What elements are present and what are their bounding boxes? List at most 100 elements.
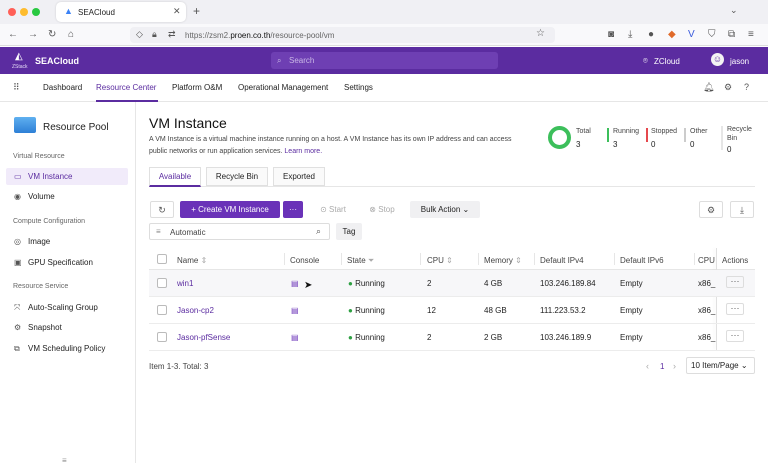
reload-icon[interactable]: ↻ <box>48 29 57 40</box>
vm-name-link[interactable]: Jason-cp2 <box>177 306 214 315</box>
col-console: Console <box>290 256 320 265</box>
table-row[interactable]: Jason-pfSense ▤ ● Running 2 2 GB 103.246… <box>149 324 755 351</box>
lock-icon: 🔒︎ <box>152 29 157 39</box>
state-label: Running <box>355 279 385 288</box>
bulk-action-dropdown[interactable]: Bulk Action ⌄ <box>410 201 480 218</box>
column-divider <box>694 253 695 265</box>
vm-memory: 2 GB <box>484 333 503 342</box>
extension-v-icon[interactable]: V <box>688 29 695 40</box>
col-memory[interactable]: Memory ⇕ <box>484 256 522 265</box>
page-size-select[interactable]: 10 Item/Page ⌄ <box>686 357 755 374</box>
sidebar-item-vm-instance[interactable]: ▭ VM Instance <box>6 168 128 185</box>
menu-settings[interactable]: Settings <box>344 83 373 92</box>
help-icon[interactable]: ? <box>744 82 750 92</box>
sidebar-title: Resource Pool <box>43 122 109 133</box>
app-menu-icon[interactable]: ≡ <box>748 29 754 40</box>
running-indicator <box>607 128 609 142</box>
col-name[interactable]: Name ⇕ <box>177 256 207 265</box>
console-icon[interactable]: ▤ <box>291 333 299 342</box>
sidebar-item-volume[interactable]: ◉ Volume <box>6 188 128 205</box>
tab-list-chevron-icon[interactable]: ⌄ <box>730 5 738 15</box>
stop-button[interactable]: ⊗ Stop <box>362 201 402 218</box>
zstack-logo-icon: ◭ <box>15 51 23 62</box>
bell-icon[interactable]: 🔔︎ <box>703 82 715 92</box>
shield-icon: ◇ <box>136 29 143 39</box>
maximize-window-button[interactable] <box>32 8 40 16</box>
account-icon[interactable]: ● <box>648 29 655 40</box>
sidebar-item-gpu[interactable]: ▣ GPU Specification <box>6 254 128 271</box>
home-icon[interactable]: ⌂ <box>68 29 75 40</box>
collapse-sidebar-icon[interactable]: ≡ <box>62 456 67 463</box>
forward-icon[interactable]: → <box>28 29 38 40</box>
vm-state: ● Running <box>348 333 385 342</box>
pocket-icon[interactable]: ◙ <box>608 29 615 40</box>
browser-tab[interactable]: ▲ SEACloud ✕ <box>56 2 186 22</box>
sidebar-item-image[interactable]: ◎ Image <box>6 233 128 250</box>
tab-available[interactable]: Available <box>149 167 201 187</box>
page-size-value: 10 Item/Page <box>691 361 739 370</box>
sidebar-item-scheduling-policy[interactable]: ⧉ VM Scheduling Policy <box>6 340 128 357</box>
extensions-puzzle-icon[interactable]: ⧉ <box>728 29 736 40</box>
filter-value: Automatic <box>170 228 206 237</box>
col-cpu-arch: CPU <box>698 256 715 265</box>
current-page[interactable]: 1 <box>660 362 665 371</box>
row-actions-button[interactable]: ··· <box>726 303 744 315</box>
downloads-icon[interactable]: ⤓ <box>628 29 633 40</box>
row-actions-button[interactable]: ··· <box>726 330 744 342</box>
extension-icon[interactable]: ◆ <box>668 29 676 40</box>
back-icon[interactable]: ← <box>8 29 18 40</box>
create-vm-button[interactable]: + Create VM Instance <box>180 201 280 218</box>
row-checkbox[interactable] <box>157 305 167 315</box>
column-settings-button[interactable]: ⚙ <box>699 201 723 218</box>
vm-name-link[interactable]: Jason-pfSense <box>177 333 231 342</box>
stat-recycle-value: 0 <box>727 145 732 154</box>
close-window-button[interactable] <box>8 8 16 16</box>
settings-gear-icon[interactable]: ⚙ <box>724 82 733 92</box>
sidebar-item-auto-scaling[interactable]: ⤧ Auto-Scaling Group <box>6 299 128 316</box>
menu-platform-om[interactable]: Platform O&M <box>172 83 223 92</box>
console-icon[interactable]: ▤ <box>291 306 299 315</box>
avatar[interactable]: ☺ <box>711 53 724 66</box>
select-all-checkbox[interactable] <box>157 254 167 264</box>
table-row[interactable]: win1 ▤ ● Running 2 4 GB 103.246.189.84 E… <box>149 270 755 297</box>
row-checkbox[interactable] <box>157 332 167 342</box>
col-cpu[interactable]: CPU ⇕ <box>427 256 453 265</box>
tag-filter-button[interactable]: Tag <box>336 223 362 240</box>
filter-funnel-icon: ⏷ <box>367 256 375 265</box>
menu-dashboard[interactable]: Dashboard <box>43 83 83 92</box>
vm-name-link[interactable]: win1 <box>177 279 194 288</box>
sidebar-item-snapshot[interactable]: ⚙ Snapshot <box>6 319 128 336</box>
minimize-window-button[interactable] <box>20 8 28 16</box>
search-icon[interactable]: ⌕ <box>316 226 322 236</box>
refresh-button[interactable]: ↻ <box>150 201 174 218</box>
export-button[interactable]: ⤓ <box>730 201 754 218</box>
row-actions-button[interactable]: ··· <box>726 276 744 288</box>
global-search-input[interactable]: ⌕ Search <box>271 52 498 69</box>
tab-exported[interactable]: Exported <box>273 167 325 186</box>
table-row[interactable]: Jason-cp2 ▤ ● Running 12 48 GB 111.223.5… <box>149 297 755 324</box>
tab-recycle-bin[interactable]: Recycle Bin <box>206 167 268 186</box>
next-page-icon[interactable]: › <box>673 361 676 371</box>
new-tab-icon[interactable]: + <box>193 4 201 18</box>
menu-resource-center[interactable]: Resource Center <box>96 83 157 92</box>
shield-extension-icon[interactable]: ⛉ <box>708 29 716 40</box>
page-description: A VM Instance is a virtual machine insta… <box>149 134 529 158</box>
address-bar[interactable]: ◇ 🔒︎ ⇄ https://zsm2.proen.co.th/resource… <box>130 27 555 43</box>
vm-ipv6: Empty <box>620 333 643 342</box>
start-button[interactable]: ⊙ Start <box>311 201 355 218</box>
filter-search-input[interactable]: ≡ Automatic ⌕ <box>149 223 330 240</box>
row-checkbox[interactable] <box>157 278 167 288</box>
apps-grid-icon[interactable]: ⠿ <box>13 82 20 92</box>
learn-more-link[interactable]: Learn more. <box>284 148 323 155</box>
col-state[interactable]: State ⏷ <box>347 256 374 266</box>
close-tab-icon[interactable]: ✕ <box>173 6 181 16</box>
console-icon[interactable]: ▤ <box>291 279 299 288</box>
menu-operational-management[interactable]: Operational Management <box>238 83 329 92</box>
zone-selector[interactable]: ZCloud <box>654 57 680 66</box>
image-icon: ◎ <box>14 237 21 246</box>
sidebar-item-label: GPU Specification <box>28 258 93 267</box>
more-create-options-button[interactable]: ··· <box>283 201 303 218</box>
username[interactable]: jason <box>730 57 750 66</box>
bookmark-star-icon[interactable]: ☆ <box>536 28 545 39</box>
prev-page-icon[interactable]: ‹ <box>646 361 649 371</box>
